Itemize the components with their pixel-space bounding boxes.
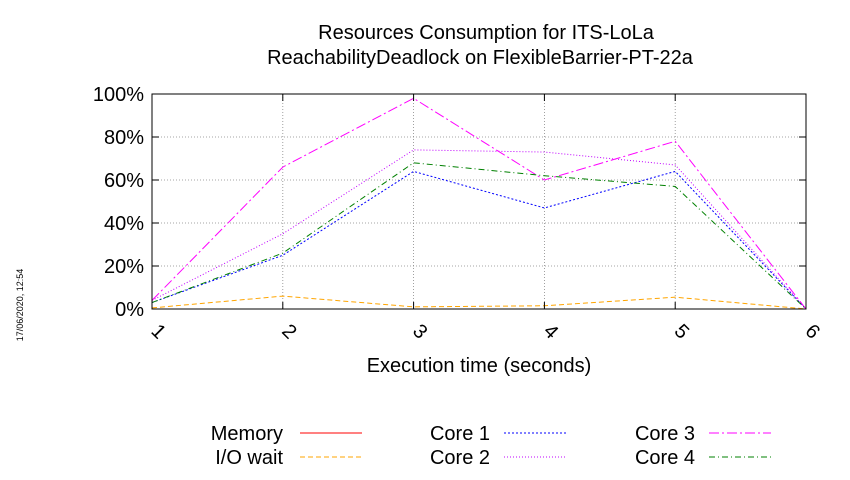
series-line-core-4 — [151, 162, 807, 310]
x-tick-label: 3 — [408, 320, 431, 343]
x-tick-label: 6 — [801, 320, 824, 343]
series-layer — [151, 97, 807, 310]
x-axis: 1 2 3 4 5 6 — [147, 94, 824, 343]
x-tick-label: 2 — [277, 320, 300, 343]
legend-label-i-o-wait: I/O wait — [215, 447, 283, 469]
y-axis: 0% 20% 40% 60% 80% 100% — [93, 84, 806, 321]
legend-label-core-4: Core 4 — [635, 447, 695, 469]
grid — [152, 94, 806, 309]
x-tick-label: 1 — [147, 320, 170, 343]
chart-title-line-2: ReachabilityDeadlock on FlexibleBarrier-… — [267, 47, 694, 69]
series-line-core-3 — [151, 97, 807, 310]
y-tick-label: 100% — [93, 84, 144, 106]
series-line-core-1 — [151, 170, 807, 310]
chart-title-line-1: Resources Consumption for ITS-LoLa — [318, 22, 655, 44]
legend-label-core-3: Core 3 — [635, 423, 695, 445]
x-tick-label: 4 — [539, 320, 562, 343]
x-tick-label: 5 — [670, 320, 693, 343]
date-stamp-text: 17/06/2020, 12:54 — [15, 269, 25, 342]
legend-label-memory: Memory — [211, 423, 283, 445]
series-line-i-o-wait — [151, 295, 807, 310]
y-tick-label: 40% — [104, 213, 144, 235]
date-stamp: 17/06/2020, 12:54 — [0, 0, 30, 480]
y-tick-label: 20% — [104, 256, 144, 278]
chart-title: Resources Consumption for ITS-LoLa Reach… — [267, 22, 694, 69]
y-tick-label: 80% — [104, 127, 144, 149]
legend-label-core-2: Core 2 — [430, 447, 490, 469]
legend-label-core-1: Core 1 — [430, 423, 490, 445]
y-tick-label: 0% — [115, 299, 144, 321]
plot-frame — [151, 93, 807, 310]
x-axis-label: Execution time (seconds) — [367, 355, 592, 377]
y-tick-label: 60% — [104, 170, 144, 192]
series-line-core-2 — [151, 149, 807, 310]
